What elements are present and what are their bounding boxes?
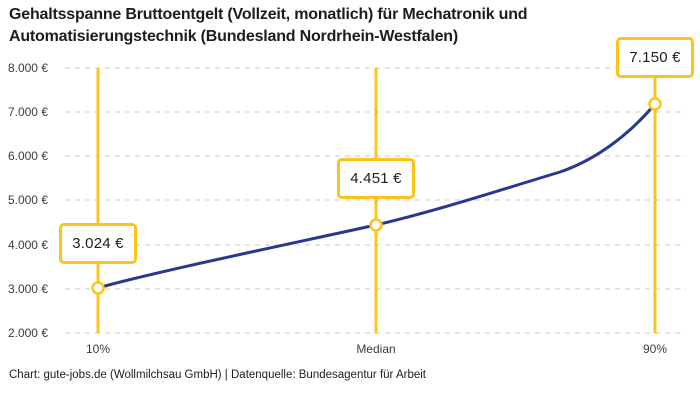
x-axis-label-90pct: 90% xyxy=(642,342,668,356)
data-point-marker-90pct xyxy=(648,97,662,111)
y-axis-label-7000: 7.000 € xyxy=(7,105,48,119)
x-axis-label-10pct: 10% xyxy=(85,342,111,356)
y-axis-label-4000: 4.000 € xyxy=(7,238,48,252)
data-point-marker-10pct xyxy=(91,281,105,295)
data-point-marker-median xyxy=(369,218,383,232)
data-markers xyxy=(91,97,662,295)
y-axis-label-3000: 3.000 € xyxy=(7,282,48,296)
y-axis-label-6000: 6.000 € xyxy=(7,149,48,163)
value-callout-median: 4.451 € xyxy=(337,158,415,199)
value-callout-10pct: 3.024 € xyxy=(59,223,137,264)
chart-title: Gehaltsspanne Bruttoentgelt (Vollzeit, m… xyxy=(9,6,528,45)
y-axis-label-5000: 5.000 € xyxy=(7,193,48,207)
guide-lines xyxy=(96,68,657,333)
attribution-text: Chart: gute-jobs.de (Wollmilchsau GmbH) … xyxy=(9,369,426,381)
x-axis-label-median: Median xyxy=(356,342,396,356)
value-callout-90pct: 7.150 € xyxy=(616,37,694,78)
y-axis-label-8000: 8.000 € xyxy=(7,61,48,75)
salary-curve xyxy=(96,102,657,290)
y-axis-label-2000: 2.000 € xyxy=(7,326,48,340)
